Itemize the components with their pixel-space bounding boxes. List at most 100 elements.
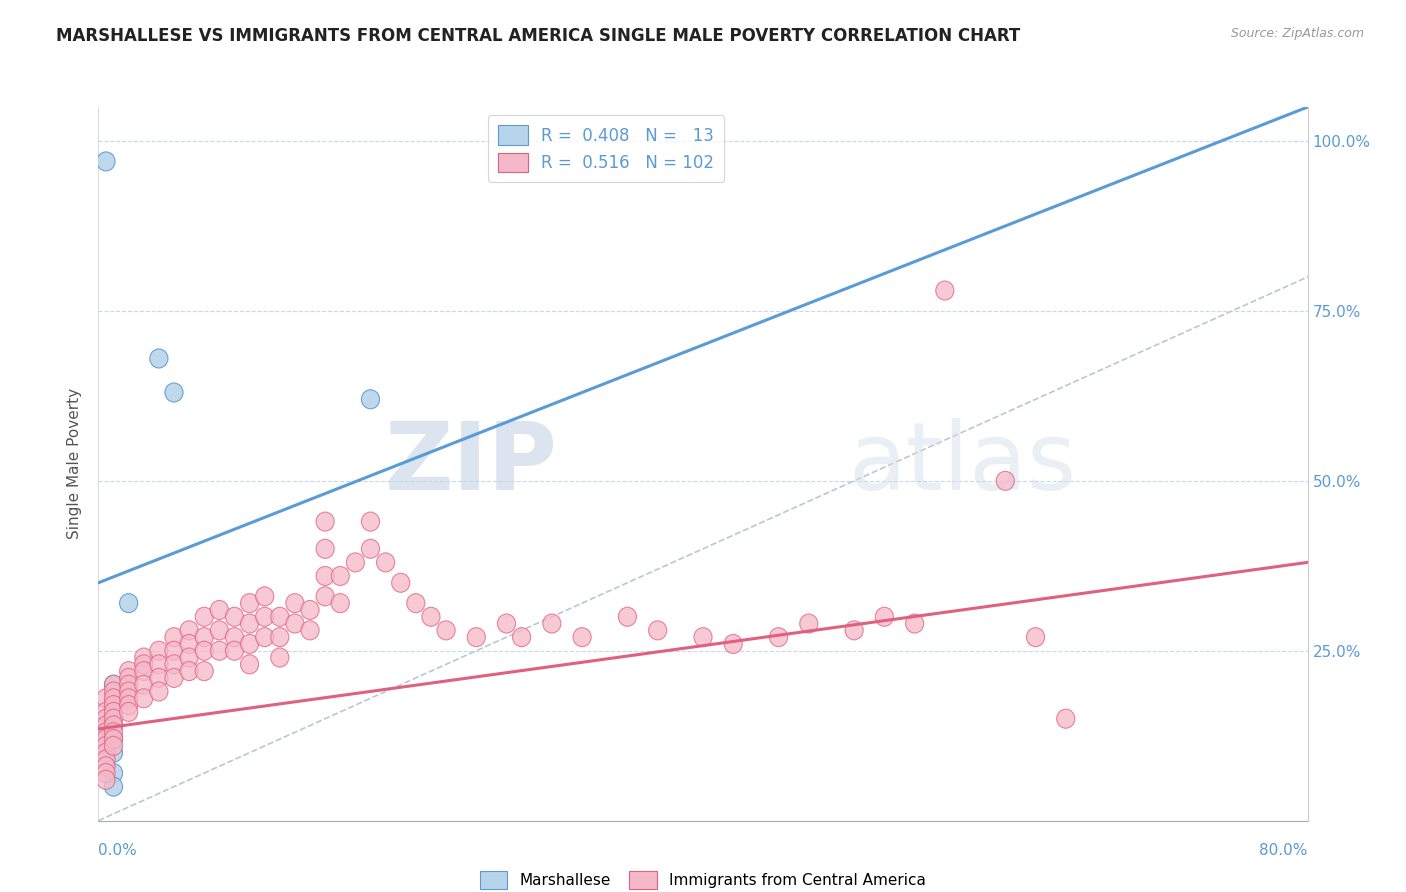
Ellipse shape: [180, 634, 198, 654]
Ellipse shape: [332, 594, 349, 613]
Ellipse shape: [361, 540, 380, 558]
Ellipse shape: [97, 723, 115, 742]
Ellipse shape: [195, 662, 214, 681]
Text: Source: ZipAtlas.com: Source: ZipAtlas.com: [1230, 27, 1364, 40]
Ellipse shape: [648, 621, 666, 640]
Ellipse shape: [498, 614, 516, 633]
Ellipse shape: [256, 607, 274, 626]
Ellipse shape: [104, 702, 122, 722]
Ellipse shape: [104, 764, 122, 782]
Ellipse shape: [104, 716, 122, 735]
Ellipse shape: [845, 621, 863, 640]
Ellipse shape: [467, 628, 485, 647]
Ellipse shape: [316, 566, 335, 585]
Ellipse shape: [422, 607, 440, 626]
Ellipse shape: [150, 668, 167, 688]
Ellipse shape: [97, 743, 115, 762]
Ellipse shape: [316, 540, 335, 558]
Ellipse shape: [285, 594, 304, 613]
Ellipse shape: [135, 662, 153, 681]
Ellipse shape: [180, 621, 198, 640]
Ellipse shape: [800, 614, 818, 633]
Ellipse shape: [104, 777, 122, 797]
Ellipse shape: [905, 614, 924, 633]
Ellipse shape: [120, 594, 138, 613]
Ellipse shape: [346, 553, 364, 572]
Ellipse shape: [211, 621, 228, 640]
Ellipse shape: [195, 607, 214, 626]
Ellipse shape: [301, 600, 319, 619]
Ellipse shape: [97, 737, 115, 756]
Ellipse shape: [104, 675, 122, 694]
Ellipse shape: [361, 390, 380, 409]
Ellipse shape: [271, 628, 288, 647]
Ellipse shape: [97, 702, 115, 722]
Ellipse shape: [150, 641, 167, 660]
Ellipse shape: [104, 689, 122, 708]
Ellipse shape: [135, 655, 153, 673]
Ellipse shape: [225, 641, 243, 660]
Ellipse shape: [150, 349, 167, 368]
Ellipse shape: [104, 716, 122, 735]
Ellipse shape: [165, 628, 183, 647]
Ellipse shape: [724, 634, 742, 654]
Ellipse shape: [225, 607, 243, 626]
Ellipse shape: [135, 689, 153, 708]
Ellipse shape: [97, 689, 115, 708]
Ellipse shape: [543, 614, 561, 633]
Ellipse shape: [240, 634, 259, 654]
Ellipse shape: [97, 730, 115, 748]
Ellipse shape: [104, 696, 122, 714]
Text: MARSHALLESE VS IMMIGRANTS FROM CENTRAL AMERICA SINGLE MALE POVERTY CORRELATION C: MARSHALLESE VS IMMIGRANTS FROM CENTRAL A…: [56, 27, 1021, 45]
Ellipse shape: [97, 764, 115, 782]
Ellipse shape: [240, 594, 259, 613]
Ellipse shape: [1057, 709, 1074, 728]
Ellipse shape: [120, 662, 138, 681]
Ellipse shape: [240, 614, 259, 633]
Ellipse shape: [165, 641, 183, 660]
Text: 80.0%: 80.0%: [1260, 843, 1308, 858]
Ellipse shape: [165, 383, 183, 402]
Ellipse shape: [104, 730, 122, 748]
Ellipse shape: [361, 512, 380, 531]
Ellipse shape: [437, 621, 456, 640]
Ellipse shape: [225, 628, 243, 647]
Ellipse shape: [316, 587, 335, 606]
Ellipse shape: [104, 737, 122, 756]
Ellipse shape: [211, 641, 228, 660]
Text: atlas: atlas: [848, 417, 1077, 510]
Text: 0.0%: 0.0%: [98, 843, 138, 858]
Ellipse shape: [104, 682, 122, 701]
Ellipse shape: [135, 675, 153, 694]
Ellipse shape: [256, 587, 274, 606]
Ellipse shape: [150, 682, 167, 701]
Ellipse shape: [211, 600, 228, 619]
Ellipse shape: [240, 655, 259, 673]
Ellipse shape: [936, 281, 953, 300]
Ellipse shape: [377, 553, 395, 572]
Ellipse shape: [120, 668, 138, 688]
Ellipse shape: [97, 771, 115, 789]
Ellipse shape: [104, 702, 122, 722]
Ellipse shape: [180, 662, 198, 681]
Ellipse shape: [97, 716, 115, 735]
Ellipse shape: [997, 471, 1014, 491]
Text: ZIP: ZIP: [385, 417, 558, 510]
Ellipse shape: [271, 648, 288, 667]
Ellipse shape: [256, 628, 274, 647]
Ellipse shape: [97, 709, 115, 728]
Ellipse shape: [1026, 628, 1045, 647]
Ellipse shape: [180, 648, 198, 667]
Legend: Marshallese, Immigrants from Central America: Marshallese, Immigrants from Central Ame…: [474, 865, 932, 892]
Ellipse shape: [574, 628, 591, 647]
Ellipse shape: [301, 621, 319, 640]
Ellipse shape: [165, 655, 183, 673]
Ellipse shape: [104, 709, 122, 728]
Ellipse shape: [165, 668, 183, 688]
Ellipse shape: [695, 628, 711, 647]
Ellipse shape: [120, 682, 138, 701]
Ellipse shape: [104, 675, 122, 694]
Ellipse shape: [332, 566, 349, 585]
Ellipse shape: [135, 648, 153, 667]
Ellipse shape: [104, 730, 122, 748]
